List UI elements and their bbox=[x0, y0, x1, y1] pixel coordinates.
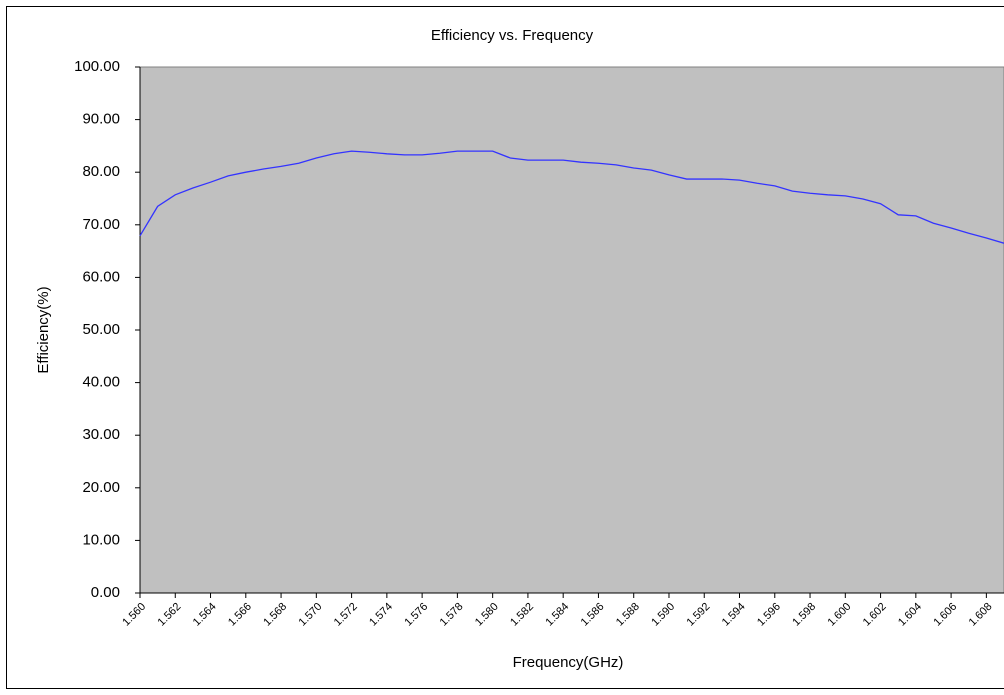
y-tick-label: 70.00 bbox=[82, 216, 120, 233]
y-tick-label: 100.00 bbox=[74, 58, 120, 75]
data-line bbox=[139, 150, 1004, 244]
y-tick-label: 30.00 bbox=[82, 426, 120, 443]
y-tick-label: 80.00 bbox=[82, 163, 120, 180]
y-tick-label: 20.00 bbox=[82, 479, 120, 496]
y-axis-title: Efficiency(%) bbox=[35, 286, 52, 373]
x-axis-title: Frequency(GHz) bbox=[513, 654, 624, 671]
y-tick-label: 40.00 bbox=[82, 374, 120, 391]
plot-area bbox=[139, 66, 1004, 594]
y-tick-label: 50.00 bbox=[82, 321, 120, 338]
y-tick-label: 90.00 bbox=[82, 111, 120, 128]
y-tick-label: 0.00 bbox=[91, 584, 120, 601]
y-tick-label: 10.00 bbox=[82, 531, 120, 548]
chart-title: Efficiency vs. Frequency bbox=[431, 27, 594, 44]
y-tick-label: 60.00 bbox=[82, 268, 120, 285]
